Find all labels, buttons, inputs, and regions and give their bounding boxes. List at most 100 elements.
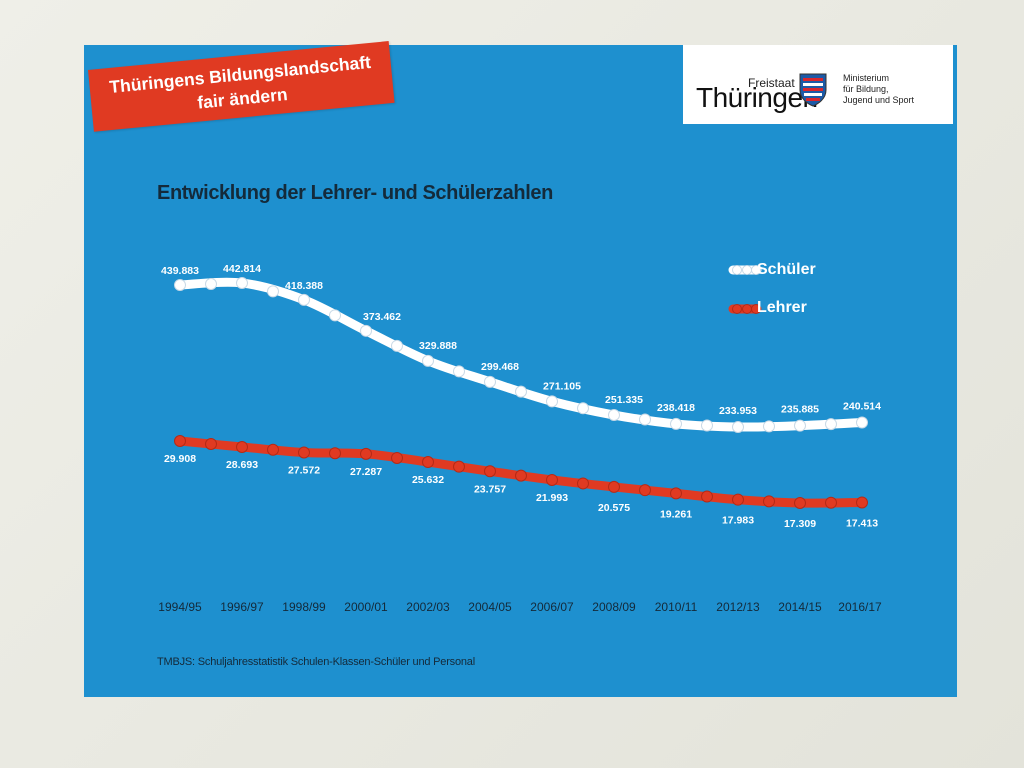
data-point-schueler — [670, 417, 682, 430]
midpoint-marker-lehrer — [329, 447, 341, 460]
midpoint-marker-schueler — [391, 339, 403, 352]
midpoint-marker-lehrer — [577, 477, 589, 490]
data-point-schueler — [298, 293, 310, 306]
data-label-schueler: 442.814 — [223, 263, 261, 275]
midpoint-marker-schueler — [701, 419, 713, 432]
x-tick-label: 2012/13 — [716, 600, 760, 614]
logo-ministry-text: Ministerium für Bildung, Jugend und Spor… — [843, 73, 914, 106]
chart-title: Entwicklung der Lehrer- und Schülerzahle… — [157, 182, 553, 204]
x-tick-label: 1994/95 — [158, 600, 202, 614]
data-label-schueler: 418.388 — [285, 280, 323, 292]
data-point-schueler — [732, 421, 744, 433]
midpoint-marker-schueler — [267, 285, 279, 298]
data-label-lehrer: 17.309 — [784, 518, 816, 530]
midpoint-marker-lehrer — [763, 495, 775, 508]
data-point-schueler — [794, 419, 806, 432]
x-tick-label: 1996/97 — [220, 600, 264, 614]
ministry-line-2: für Bildung, — [843, 84, 889, 94]
midpoint-marker-schueler — [515, 385, 527, 398]
logo-freistaat: Freistaat — [748, 76, 795, 90]
x-tick-label: 2010/11 — [655, 600, 698, 614]
x-tick-label: 1998/99 — [282, 600, 326, 614]
data-label-schueler: 329.888 — [419, 340, 457, 352]
legend-marker-schueler — [751, 265, 761, 275]
logo-name: Thüringen — [696, 82, 818, 113]
coat-of-arms-icon — [799, 73, 827, 107]
midpoint-marker-lehrer — [639, 484, 651, 497]
data-point-lehrer — [608, 480, 620, 493]
data-point-lehrer — [856, 496, 868, 509]
midpoint-marker-schueler — [577, 402, 589, 415]
chart-panel — [84, 45, 957, 697]
data-point-lehrer — [236, 440, 248, 453]
midpoint-marker-lehrer — [701, 490, 713, 503]
midpoint-marker-lehrer — [267, 443, 279, 456]
data-point-lehrer — [174, 435, 186, 447]
data-point-schueler — [608, 409, 620, 422]
midpoint-marker-schueler — [329, 309, 341, 322]
data-label-lehrer: 21.993 — [536, 492, 568, 504]
data-label-schueler: 240.514 — [843, 400, 881, 412]
data-label-schueler: 233.953 — [719, 405, 757, 417]
x-tick-label: 2006/07 — [530, 600, 574, 614]
data-point-schueler — [236, 277, 248, 289]
x-tick-label: 2014/15 — [778, 600, 822, 614]
data-point-schueler — [546, 395, 558, 408]
data-point-lehrer — [484, 465, 496, 478]
data-point-lehrer — [732, 493, 744, 506]
data-label-lehrer: 19.261 — [660, 508, 692, 520]
midpoint-marker-lehrer — [515, 469, 527, 482]
data-label-schueler: 235.885 — [781, 404, 819, 416]
x-tick-label: 2016/17 — [838, 600, 882, 614]
data-label-schueler: 439.883 — [161, 265, 199, 277]
data-label-schueler: 251.335 — [605, 394, 643, 406]
data-label-lehrer: 25.632 — [412, 474, 444, 486]
midpoint-marker-schueler — [763, 420, 775, 433]
midpoint-marker-schueler — [453, 365, 465, 378]
data-label-schueler: 238.418 — [657, 402, 695, 414]
legend-marker-lehrer — [751, 304, 761, 314]
data-label-lehrer: 20.575 — [598, 502, 630, 514]
data-point-schueler — [174, 279, 186, 292]
data-point-schueler — [422, 354, 434, 367]
data-label-schueler: 299.468 — [481, 361, 519, 373]
data-label-lehrer: 17.413 — [846, 517, 878, 529]
x-tick-label: 2002/03 — [406, 600, 450, 614]
data-point-lehrer — [298, 446, 310, 459]
legend-marker-schueler — [742, 265, 752, 275]
legend-marker-schueler — [732, 265, 742, 275]
ministry-line-1: Ministerium — [843, 73, 890, 83]
midpoint-marker-schueler — [825, 418, 837, 431]
midpoint-marker-lehrer — [205, 437, 217, 450]
legend-label-schueler: Schüler — [757, 261, 816, 278]
data-point-lehrer — [422, 456, 434, 469]
legend-label-lehrer: Lehrer — [757, 299, 807, 316]
midpoint-marker-schueler — [639, 413, 651, 426]
data-point-schueler — [856, 416, 868, 429]
data-label-lehrer: 17.983 — [722, 515, 754, 527]
data-label-lehrer: 23.757 — [474, 483, 506, 495]
legend-marker-lehrer — [742, 304, 752, 314]
x-tick-label: 2008/09 — [592, 600, 636, 614]
data-label-lehrer: 29.908 — [164, 453, 196, 465]
data-point-lehrer — [794, 497, 806, 509]
data-point-lehrer — [360, 447, 372, 460]
x-tick-label: 2004/05 — [468, 600, 512, 614]
data-label-lehrer: 27.287 — [350, 466, 382, 478]
ministry-line-3: Jugend und Sport — [843, 95, 915, 105]
data-point-lehrer — [670, 487, 682, 500]
data-point-schueler — [484, 375, 496, 388]
data-label-lehrer: 27.572 — [288, 464, 320, 476]
data-label-schueler: 271.105 — [543, 380, 581, 392]
data-label-lehrer: 28.693 — [226, 459, 258, 471]
midpoint-marker-lehrer — [391, 451, 403, 464]
midpoint-marker-lehrer — [825, 496, 837, 509]
source-note: TMBJS: Schuljahresstatistik Schulen-Klas… — [157, 656, 475, 668]
legend-marker-lehrer — [732, 304, 742, 314]
data-point-lehrer — [546, 473, 558, 486]
midpoint-marker-schueler — [205, 278, 217, 291]
data-point-schueler — [360, 324, 372, 337]
data-label-schueler: 373.462 — [363, 311, 401, 323]
x-tick-label: 2000/01 — [344, 600, 388, 614]
